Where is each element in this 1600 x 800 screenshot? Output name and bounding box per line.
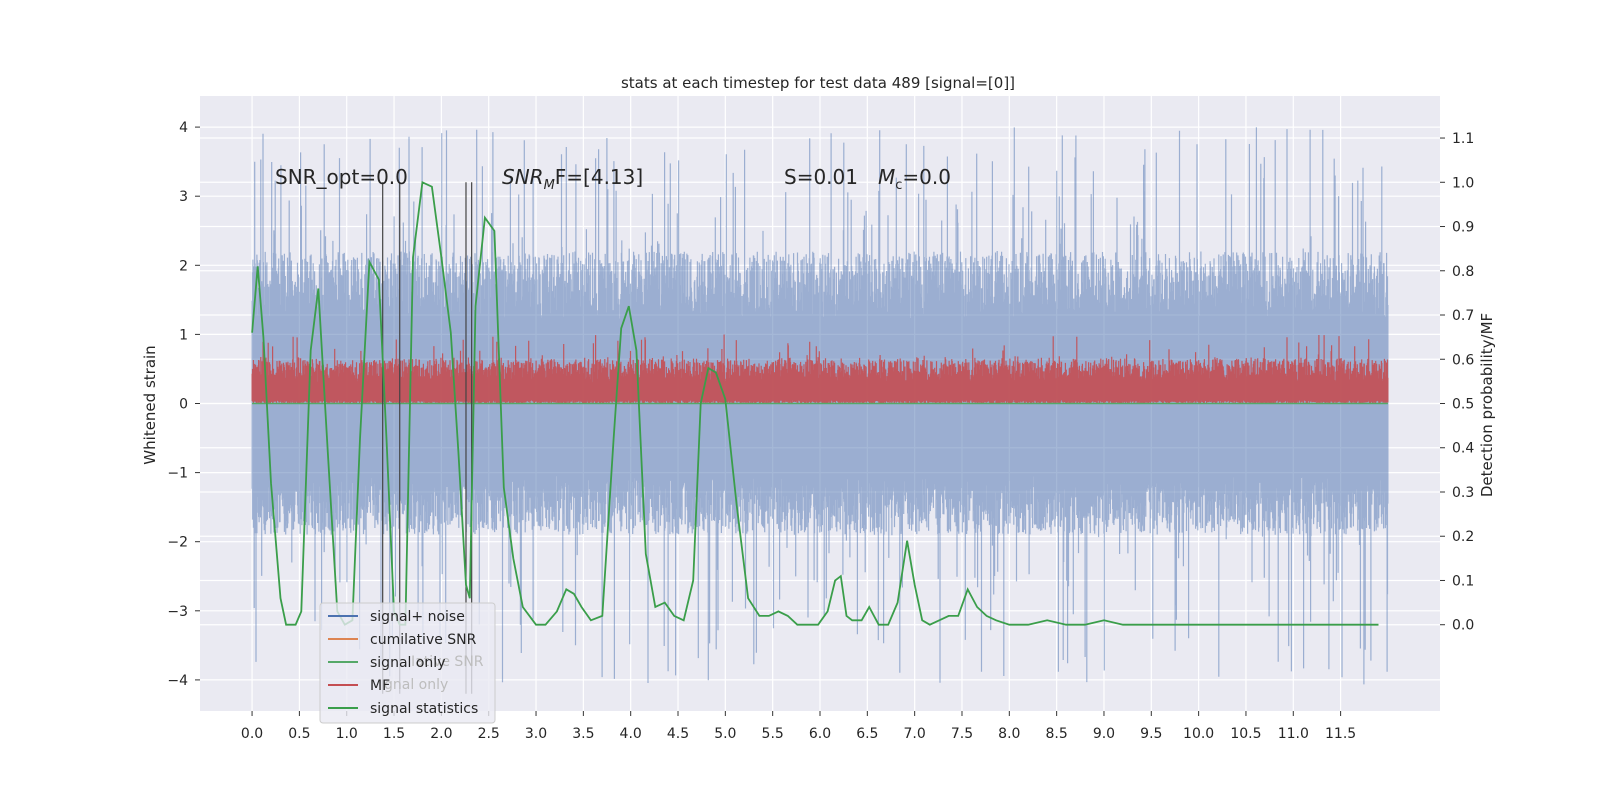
x-tick-label: 2.0 bbox=[430, 726, 452, 742]
y-axis-label: Whitened strain bbox=[141, 345, 159, 464]
mc-sub: c bbox=[895, 178, 902, 193]
x-tick-label: 9.5 bbox=[1140, 726, 1162, 742]
x-tick-label: 8.5 bbox=[1046, 726, 1068, 742]
axes: 0.0 0.5 1.0 1.5 2.0 2.5 3.0 3.5 4.0 4.5 5.0 5.5 6.0 6… bbox=[167, 120, 1474, 742]
legend-ghost-text: Iative SNR bbox=[411, 654, 484, 670]
y-tick-label: 3 bbox=[179, 189, 188, 205]
annotation-snr-mf: SNRMF=[4.13] bbox=[502, 165, 643, 193]
x-tick-label: 6.0 bbox=[809, 726, 831, 742]
y-tick-label: 4 bbox=[179, 120, 188, 136]
y2-tick-label: 0.4 bbox=[1452, 441, 1474, 457]
y-tick-label: −2 bbox=[167, 535, 188, 551]
y2-tick-label: 1.0 bbox=[1452, 175, 1474, 191]
y-tick-label: 2 bbox=[179, 258, 188, 274]
y2-tick-label: 0.2 bbox=[1452, 529, 1474, 545]
y2-tick-label: 0.5 bbox=[1452, 397, 1474, 413]
chart-title: stats at each timestep for test data 489… bbox=[621, 74, 1015, 92]
annotation-mc: Mc=0.0 bbox=[878, 165, 951, 193]
x-tick-label: 11.0 bbox=[1278, 726, 1309, 742]
y2-tick-label: 0.1 bbox=[1452, 573, 1474, 589]
annotation-snr-opt: SNR_opt=0.0 bbox=[275, 165, 408, 189]
x-tick-label: 0.5 bbox=[288, 726, 310, 742]
x-tick-label: 0.0 bbox=[241, 726, 263, 742]
snr-mf-sub: M bbox=[544, 178, 555, 193]
mc-base: M bbox=[878, 165, 895, 189]
y2-axis-label: Detection probability/MF bbox=[1478, 313, 1496, 497]
legend-frame bbox=[319, 602, 496, 724]
y-tick-label: 1 bbox=[179, 327, 188, 343]
x-tick-label: 4.0 bbox=[620, 726, 642, 742]
series-mf bbox=[251, 334, 1389, 404]
x-tick-label: 6.5 bbox=[856, 726, 878, 742]
x-tick-label: 10.0 bbox=[1183, 726, 1214, 742]
x-tick-label: 9.0 bbox=[1093, 726, 1115, 742]
y2-tick-label: 0.7 bbox=[1452, 308, 1474, 324]
y-tick-label: −4 bbox=[167, 673, 188, 689]
x-tick-label: 8.0 bbox=[998, 726, 1020, 742]
x-tick-label: 1.5 bbox=[383, 726, 405, 742]
legend: Iative SNR gnal only signal+ noise cumil… bbox=[319, 602, 496, 724]
y-tick-label: 0 bbox=[179, 397, 188, 413]
legend-label-snr: cumilative SNR bbox=[370, 632, 477, 648]
legend-label-noise: signal+ noise bbox=[370, 609, 465, 625]
legend-ghost-text: gnal only bbox=[384, 677, 448, 693]
y-tick-label: −3 bbox=[167, 604, 188, 620]
series-signal-statistics bbox=[251, 180, 1379, 626]
x-tick-label: 1.0 bbox=[336, 726, 358, 742]
annotation-s-value: S=0.01 bbox=[784, 165, 858, 189]
x-tick-label: 5.5 bbox=[762, 726, 784, 742]
y2-tick-label: 0.6 bbox=[1452, 352, 1474, 368]
y2-tick-label: 0.0 bbox=[1452, 618, 1474, 634]
x-tick-label: 2.5 bbox=[478, 726, 500, 742]
y2-tick-label: 0.8 bbox=[1452, 264, 1474, 280]
y2-tick-label: 1.1 bbox=[1452, 131, 1474, 147]
x-tick-label: 3.5 bbox=[572, 726, 594, 742]
x-tick-label: 5.0 bbox=[714, 726, 736, 742]
snr-mf-base: SNR bbox=[502, 165, 544, 189]
legend-label-signal-only: signal only bbox=[370, 655, 445, 671]
y2-tick-label: 0.9 bbox=[1452, 220, 1474, 236]
x-tick-label: 4.5 bbox=[667, 726, 689, 742]
mc-rest: =0.0 bbox=[902, 165, 951, 189]
x-tick-label: 11.5 bbox=[1325, 726, 1356, 742]
y-tick-label: −1 bbox=[167, 466, 188, 482]
legend-label-stat: signal statistics bbox=[370, 701, 478, 717]
x-tick-label: 10.5 bbox=[1230, 726, 1261, 742]
x-tick-label: 3.0 bbox=[525, 726, 547, 742]
snr-mf-rest: F=[4.13] bbox=[555, 165, 643, 189]
y2-tick-label: 0.3 bbox=[1452, 485, 1474, 501]
x-tick-label: 7.0 bbox=[904, 726, 926, 742]
legend-label-mf: MF bbox=[370, 678, 390, 694]
x-tick-label: 7.5 bbox=[951, 726, 973, 742]
